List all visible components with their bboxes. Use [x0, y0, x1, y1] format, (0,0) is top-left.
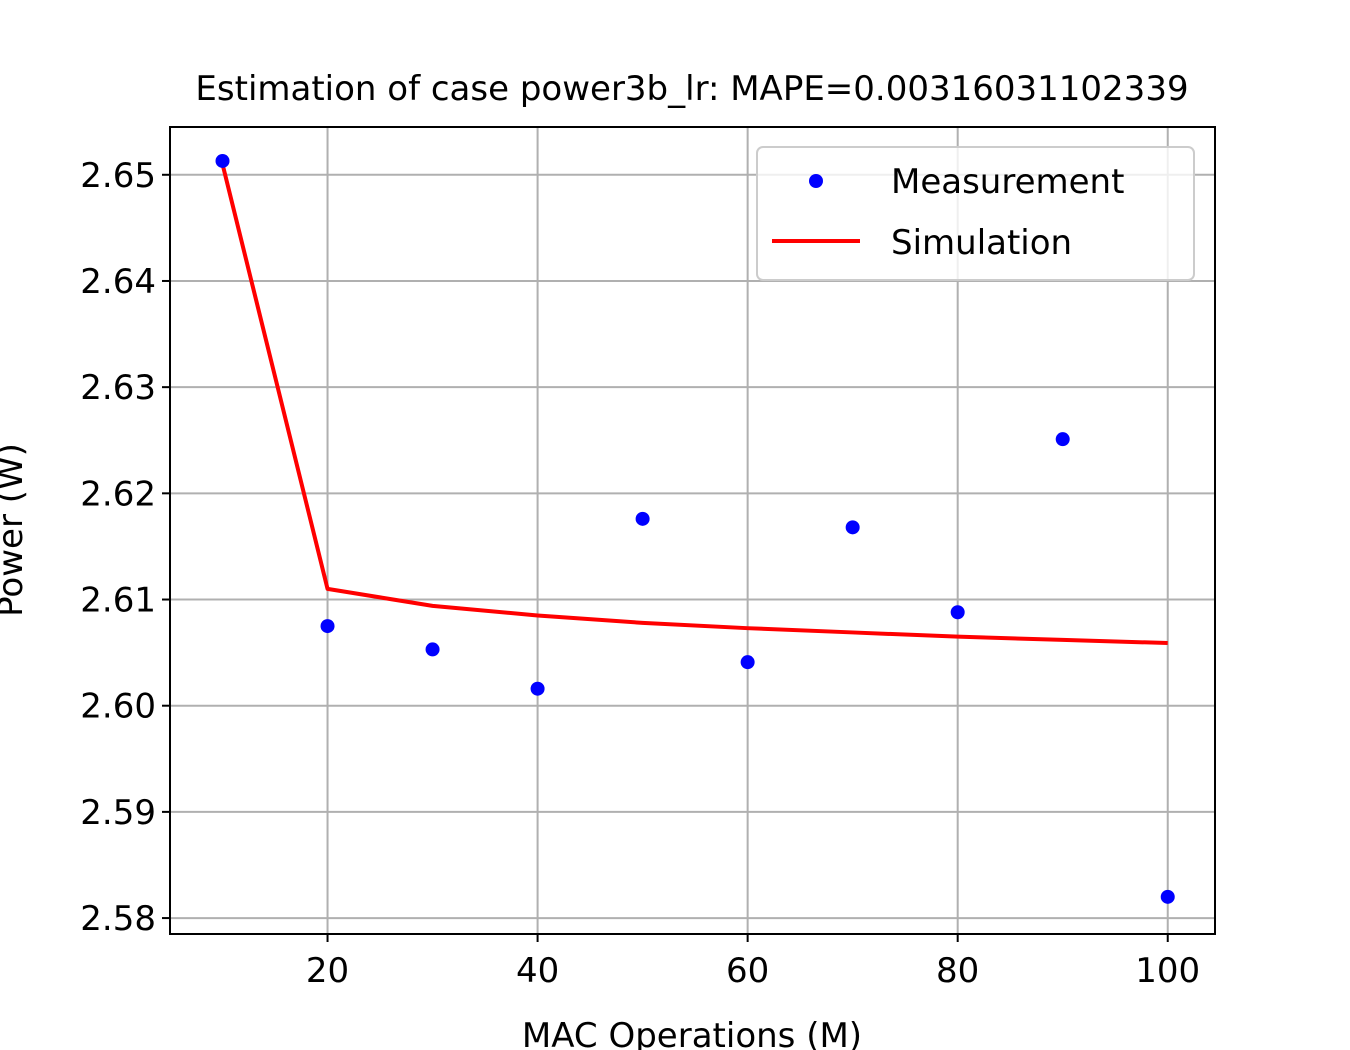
measurement-point	[1055, 432, 1070, 447]
measurement-point	[530, 681, 545, 696]
y-tick-label: 2.59	[80, 793, 156, 833]
chart-title: Estimation of case power3b_lr: MAPE=0.00…	[195, 69, 1188, 109]
measurement-point	[320, 619, 335, 634]
x-tick-label: 80	[936, 951, 979, 991]
x-tick-label: 40	[516, 951, 559, 991]
measurement-point	[425, 642, 440, 657]
y-tick-label: 2.65	[80, 156, 156, 196]
measurement-point	[1160, 889, 1175, 904]
legend-measurement-marker	[809, 174, 823, 188]
x-tick-label: 20	[306, 951, 349, 991]
plot-frame	[169, 126, 1216, 935]
x-axis-label: MAC Operations (M)	[522, 1016, 862, 1050]
x-tick-label: 60	[726, 951, 769, 991]
y-tick-label: 2.62	[80, 474, 156, 514]
measurement-point	[635, 511, 650, 526]
simulation-line	[220, 163, 1168, 646]
y-tick-label: 2.58	[80, 899, 156, 939]
legend-measurement-label: Measurement	[891, 162, 1124, 202]
legend-simulation-label: Simulation	[891, 223, 1072, 263]
x-tick-label: 100	[1135, 951, 1200, 991]
measurement-point	[845, 520, 860, 535]
legend: Measurement Simulation	[756, 146, 1195, 281]
ticks: 20 40 60 80 100 2.58 2.59 2.60 2.61 2.62 2.63 2.64 2…	[80, 156, 1200, 991]
y-tick-label: 2.63	[80, 368, 156, 408]
y-axis-label: Power (W)	[0, 443, 31, 617]
measurement-point	[215, 153, 230, 168]
y-tick-label: 2.64	[80, 262, 156, 302]
measurement-point	[740, 655, 755, 670]
measurement-point	[950, 605, 965, 620]
y-tick-label: 2.61	[80, 581, 156, 621]
legend-box	[756, 146, 1195, 281]
y-tick-label: 2.60	[80, 687, 156, 727]
series	[215, 153, 1175, 904]
